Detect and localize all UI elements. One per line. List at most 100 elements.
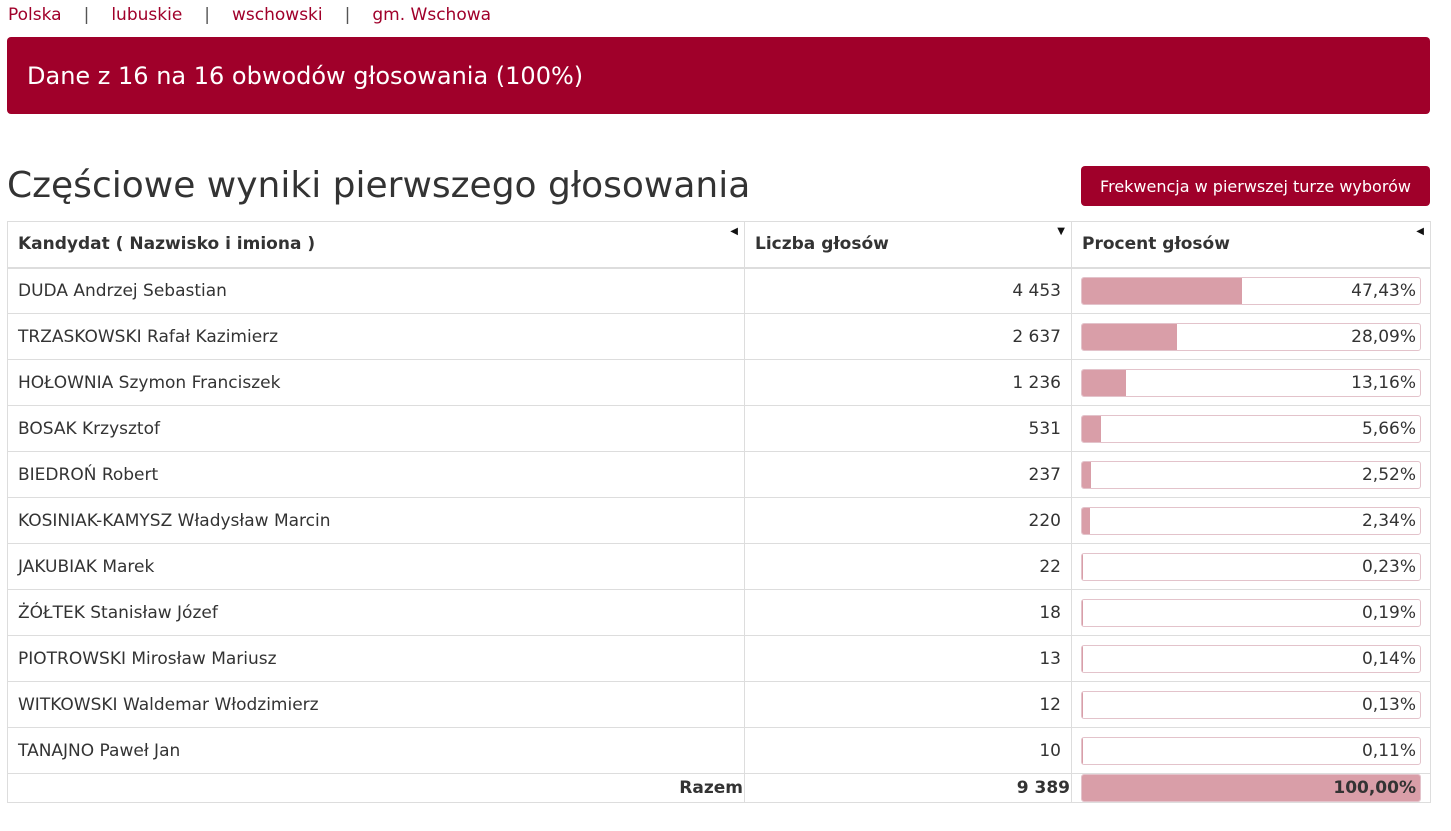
percent-value: 5,66% [1361, 418, 1416, 439]
percent-bar-fill [1082, 599, 1083, 626]
table-row: BOSAK Krzysztof 531 5,66% [7, 405, 1431, 452]
table-row: HOŁOWNIA Szymon Franciszek 1 236 13,16% [7, 359, 1431, 406]
triangle-down-icon: ▼ [1057, 226, 1065, 237]
candidate-name: BOSAK Krzysztof [7, 405, 745, 452]
percent-cell: 28,09% [1071, 313, 1431, 360]
percent-value: 100,00% [1333, 778, 1416, 798]
breadcrumb-separator: | [204, 5, 211, 25]
triangle-left-icon: ◀ [730, 226, 738, 237]
data-coverage-text: Dane z 16 na 16 obwodów głosowania (100%… [27, 61, 584, 90]
percent-bar-fill [1082, 323, 1177, 350]
candidate-name: DUDA Andrzej Sebastian [7, 267, 745, 314]
table-row: KOSINIAK-KAMYSZ Władysław Marcin 220 2,34% [7, 497, 1431, 544]
breadcrumb-link-voivodeship[interactable]: lubuskie [111, 5, 183, 25]
percent-value: 2,52% [1361, 464, 1416, 485]
percent-cell: 2,52% [1071, 451, 1431, 498]
percent-bar-fill [1082, 775, 1420, 801]
candidate-name: JAKUBIAK Marek [7, 543, 745, 590]
vote-count: 10 [744, 727, 1072, 774]
percent-bar: 0,13% [1081, 690, 1421, 719]
percent-bar: 28,09% [1081, 322, 1421, 351]
percent-bar: 2,34% [1081, 506, 1421, 535]
vote-count: 12 [744, 681, 1072, 728]
breadcrumb-link-county[interactable]: wschowski [232, 5, 323, 25]
candidate-name: BIEDROŃ Robert [7, 451, 745, 498]
percent-cell: 47,43% [1071, 267, 1431, 314]
percent-value: 28,09% [1351, 326, 1416, 347]
percent-bar: 5,66% [1081, 414, 1421, 443]
vote-count: 220 [744, 497, 1072, 544]
candidate-name: TANAJNO Paweł Jan [7, 727, 745, 774]
percent-bar: 0,14% [1081, 644, 1421, 673]
table-row: BIEDROŃ Robert 237 2,52% [7, 451, 1431, 498]
breadcrumb-link-municipality[interactable]: gm. Wschowa [372, 5, 492, 25]
column-header-label: Procent głosów [1082, 234, 1230, 255]
results-body: DUDA Andrzej Sebastian 4 453 47,43% TRZASKO… [7, 267, 1431, 774]
candidate-name: PIOTROWSKI Mirosław Mariusz [7, 635, 745, 682]
percent-bar: 47,43% [1081, 276, 1421, 305]
vote-count: 22 [744, 543, 1072, 590]
percent-bar-fill [1082, 277, 1243, 304]
table-row: TRZASKOWSKI Rafał Kazimierz 2 637 28,09% [7, 313, 1431, 360]
breadcrumb-link-country[interactable]: Polska [8, 5, 62, 25]
percent-value: 0,19% [1361, 602, 1416, 623]
table-row: WITKOWSKI Waldemar Włodzimierz 12 0,13% [7, 681, 1431, 728]
table-row: TANAJNO Paweł Jan 10 0,11% [7, 727, 1431, 774]
percent-cell: 0,19% [1071, 589, 1431, 636]
percent-cell: 13,16% [1071, 359, 1431, 406]
percent-cell: 0,13% [1071, 681, 1431, 728]
candidate-name: TRZASKOWSKI Rafał Kazimierz [7, 313, 745, 360]
breadcrumb-separator: | [344, 5, 351, 25]
percent-bar: 100,00% [1081, 774, 1421, 802]
vote-count: 4 453 [744, 267, 1072, 314]
vote-count: 2 637 [744, 313, 1072, 360]
percent-value: 2,34% [1361, 510, 1416, 531]
candidate-name: KOSINIAK-KAMYSZ Władysław Marcin [7, 497, 745, 544]
percent-bar: 13,16% [1081, 368, 1421, 397]
percent-cell: 5,66% [1071, 405, 1431, 452]
percent-value: 0,11% [1361, 740, 1416, 761]
total-votes: 9 389 [744, 773, 1072, 803]
percent-cell: 0,23% [1071, 543, 1431, 590]
table-row: JAKUBIAK Marek 22 0,23% [7, 543, 1431, 590]
results-table: Kandydat ( Nazwisko i imiona ) ◀ Liczba … [7, 221, 1431, 803]
table-row: ŻÓŁTEK Stanisław Józef 18 0,19% [7, 589, 1431, 636]
percent-cell: 0,11% [1071, 727, 1431, 774]
percent-value: 13,16% [1351, 372, 1416, 393]
column-header-percent[interactable]: Procent głosów ◀ [1071, 221, 1431, 269]
table-row: DUDA Andrzej Sebastian 4 453 47,43% [7, 267, 1431, 314]
candidate-name: WITKOWSKI Waldemar Włodzimierz [7, 681, 745, 728]
percent-bar: 0,19% [1081, 598, 1421, 627]
percent-bar: 0,23% [1081, 552, 1421, 581]
turnout-button[interactable]: Frekwencja w pierwszej turze wyborów [1081, 166, 1430, 206]
column-header-label: Liczba głosów [755, 234, 889, 255]
vote-count: 13 [744, 635, 1072, 682]
total-row: Razem 9 389 100,00% [7, 773, 1431, 803]
table-row: PIOTROWSKI Mirosław Mariusz 13 0,14% [7, 635, 1431, 682]
percent-cell: 0,14% [1071, 635, 1431, 682]
candidate-name: HOŁOWNIA Szymon Franciszek [7, 359, 745, 406]
vote-count: 531 [744, 405, 1072, 452]
percent-bar-fill [1082, 415, 1102, 442]
column-header-candidate[interactable]: Kandydat ( Nazwisko i imiona ) ◀ [7, 221, 745, 269]
column-header-votes[interactable]: Liczba głosów ▼ [744, 221, 1072, 269]
percent-bar: 0,11% [1081, 736, 1421, 765]
column-header-label: Kandydat ( Nazwisko i imiona ) [18, 234, 316, 255]
percent-value: 0,23% [1361, 556, 1416, 577]
total-percent-cell: 100,00% [1071, 773, 1431, 803]
total-label: Razem [7, 773, 745, 803]
breadcrumb-separator: | [83, 5, 90, 25]
percent-cell: 2,34% [1071, 497, 1431, 544]
data-coverage-banner: Dane z 16 na 16 obwodów głosowania (100%… [7, 37, 1430, 114]
percent-bar-fill [1082, 369, 1127, 396]
percent-bar-fill [1082, 553, 1083, 580]
percent-bar-fill [1082, 507, 1090, 534]
candidate-name: ŻÓŁTEK Stanisław Józef [7, 589, 745, 636]
vote-count: 1 236 [744, 359, 1072, 406]
percent-value: 0,13% [1361, 694, 1416, 715]
page-title: Częściowe wyniki pierwszego głosowania [7, 165, 751, 206]
percent-bar: 2,52% [1081, 460, 1421, 489]
vote-count: 237 [744, 451, 1072, 498]
percent-value: 0,14% [1361, 648, 1416, 669]
vote-count: 18 [744, 589, 1072, 636]
